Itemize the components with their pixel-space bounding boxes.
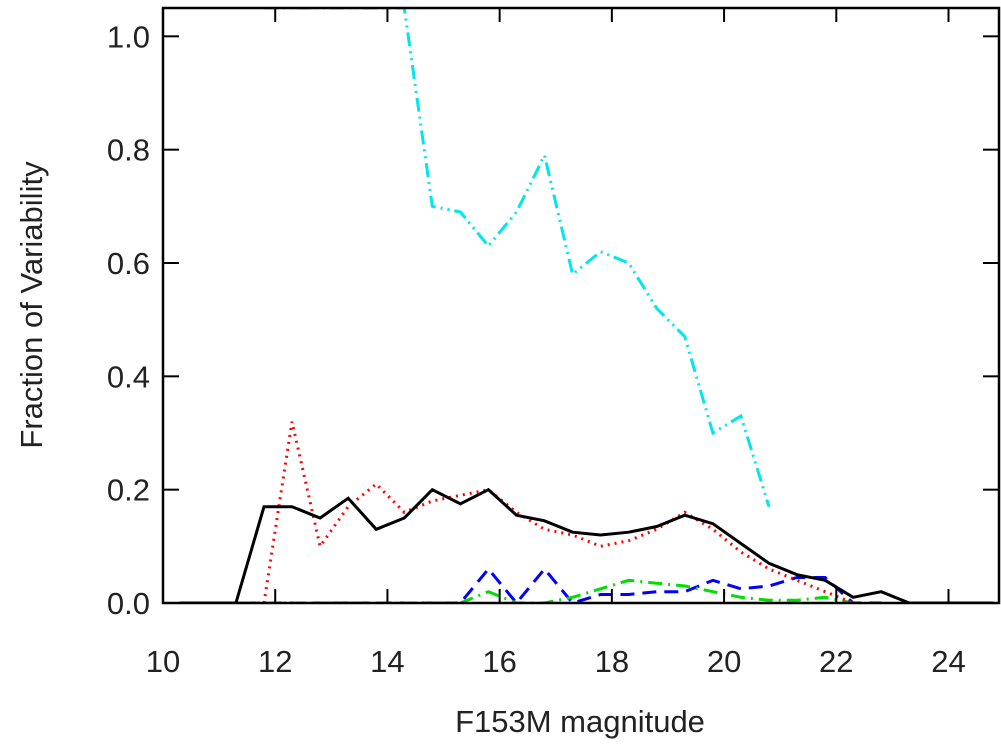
y-tick-label: 0.8 [107, 133, 150, 168]
x-tick-label: 10 [146, 644, 180, 679]
x-tick-label: 14 [370, 644, 404, 679]
x-tick-label: 22 [819, 644, 853, 679]
y-tick-label: 0.2 [107, 473, 150, 508]
x-tick-label: 18 [595, 644, 629, 679]
y-tick-label: 0.4 [107, 359, 150, 394]
series-line [179, 487, 994, 603]
y-tick-label: 1.0 [107, 19, 150, 54]
x-axis-label: F153M magnitude [455, 704, 705, 739]
y-axis-label: Fraction of Variability [14, 161, 49, 449]
series-line [179, 578, 854, 603]
series-line [179, 566, 882, 603]
axes-frame [161, 6, 1001, 605]
y-tick-label: 0.6 [107, 246, 150, 281]
x-tick-label: 20 [707, 644, 741, 679]
y-tick-label: 0.0 [107, 586, 150, 621]
x-tick-label: 12 [258, 644, 292, 679]
x-tick-label: 24 [931, 644, 965, 679]
plot-area [179, 8, 994, 603]
series-line [262, 421, 854, 603]
series-line [264, 8, 771, 508]
x-tick-label: 16 [482, 644, 516, 679]
